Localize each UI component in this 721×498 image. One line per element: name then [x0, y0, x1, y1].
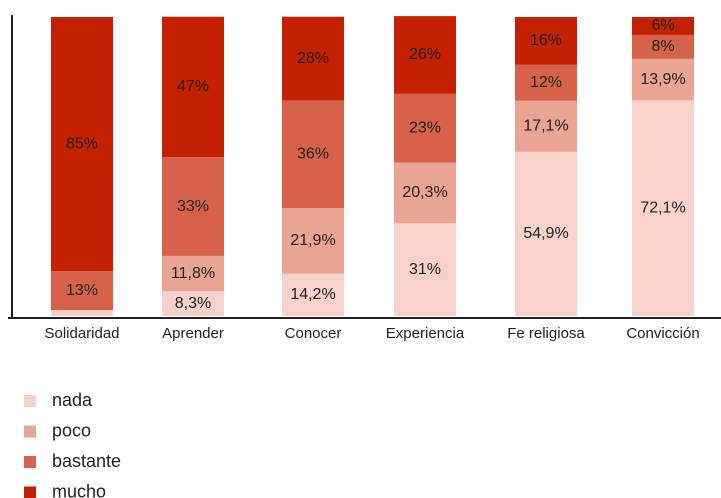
legend-label: mucho: [52, 481, 106, 498]
bar-segment: [515, 151, 577, 316]
data-label: 33%: [177, 198, 209, 215]
bar-segment: [51, 271, 113, 311]
bar-segment: [632, 100, 694, 317]
data-label: 23%: [409, 119, 441, 136]
bar-segment: [515, 17, 577, 65]
bar-segment: [515, 64, 577, 101]
data-label: 16%: [530, 32, 562, 49]
data-label: 11,8%: [171, 265, 215, 282]
bar-segment: [51, 310, 113, 316]
x-tick-label: Conocer: [285, 325, 342, 342]
data-label: 13,9%: [640, 71, 685, 88]
data-label: 12%: [530, 74, 562, 91]
legend-swatch: [24, 486, 36, 498]
legend-swatch: [24, 395, 36, 407]
bar-segment: [394, 16, 456, 94]
x-tick-label: Solidaridad: [44, 325, 119, 342]
x-tick-label: Fe religiosa: [507, 325, 585, 342]
bar-segment: [632, 58, 694, 101]
data-label: 8,3%: [175, 295, 211, 312]
bar-segment: [282, 273, 344, 316]
bar-segment: [515, 100, 577, 152]
data-label: 28%: [297, 50, 329, 67]
bar-segment: [394, 162, 456, 224]
data-label: 54,9%: [523, 225, 568, 242]
bar-segment: [162, 291, 224, 316]
bar-segment: [632, 17, 694, 35]
bar-segment: [282, 100, 344, 209]
data-label: 13%: [66, 282, 98, 299]
data-label: 36%: [297, 145, 329, 162]
bar-segment: [394, 93, 456, 163]
data-label: 85%: [66, 135, 98, 152]
legend-label: poco: [52, 420, 91, 440]
bar-segment: [162, 255, 224, 292]
x-tick-label: Experiencia: [386, 325, 465, 342]
data-label: 72,1%: [640, 199, 685, 216]
data-label: 8%: [651, 38, 674, 55]
data-label: 47%: [177, 78, 209, 95]
x-tick-label: Aprender: [162, 325, 224, 342]
bar-segment: [162, 157, 224, 256]
bar-segment: [282, 208, 344, 274]
data-label: 21,9%: [290, 232, 335, 249]
legend-swatch: [24, 456, 36, 468]
legend-swatch: [24, 425, 36, 438]
data-label: 14,2%: [290, 286, 335, 303]
data-label: 6%: [651, 17, 674, 34]
data-label: 17,1%: [523, 118, 568, 135]
legend-label: bastante: [52, 451, 121, 471]
data-label: 20,3%: [402, 184, 447, 201]
bar-segment: [632, 34, 694, 59]
bar-segment: [162, 16, 224, 158]
legend-label: nada: [52, 390, 93, 410]
data-label: 31%: [409, 261, 441, 278]
x-tick-label: Convicción: [626, 325, 699, 342]
bar-segment: [51, 17, 113, 272]
bar-segment: [394, 223, 456, 316]
bar-segment: [282, 16, 344, 101]
data-label: 26%: [409, 46, 441, 63]
